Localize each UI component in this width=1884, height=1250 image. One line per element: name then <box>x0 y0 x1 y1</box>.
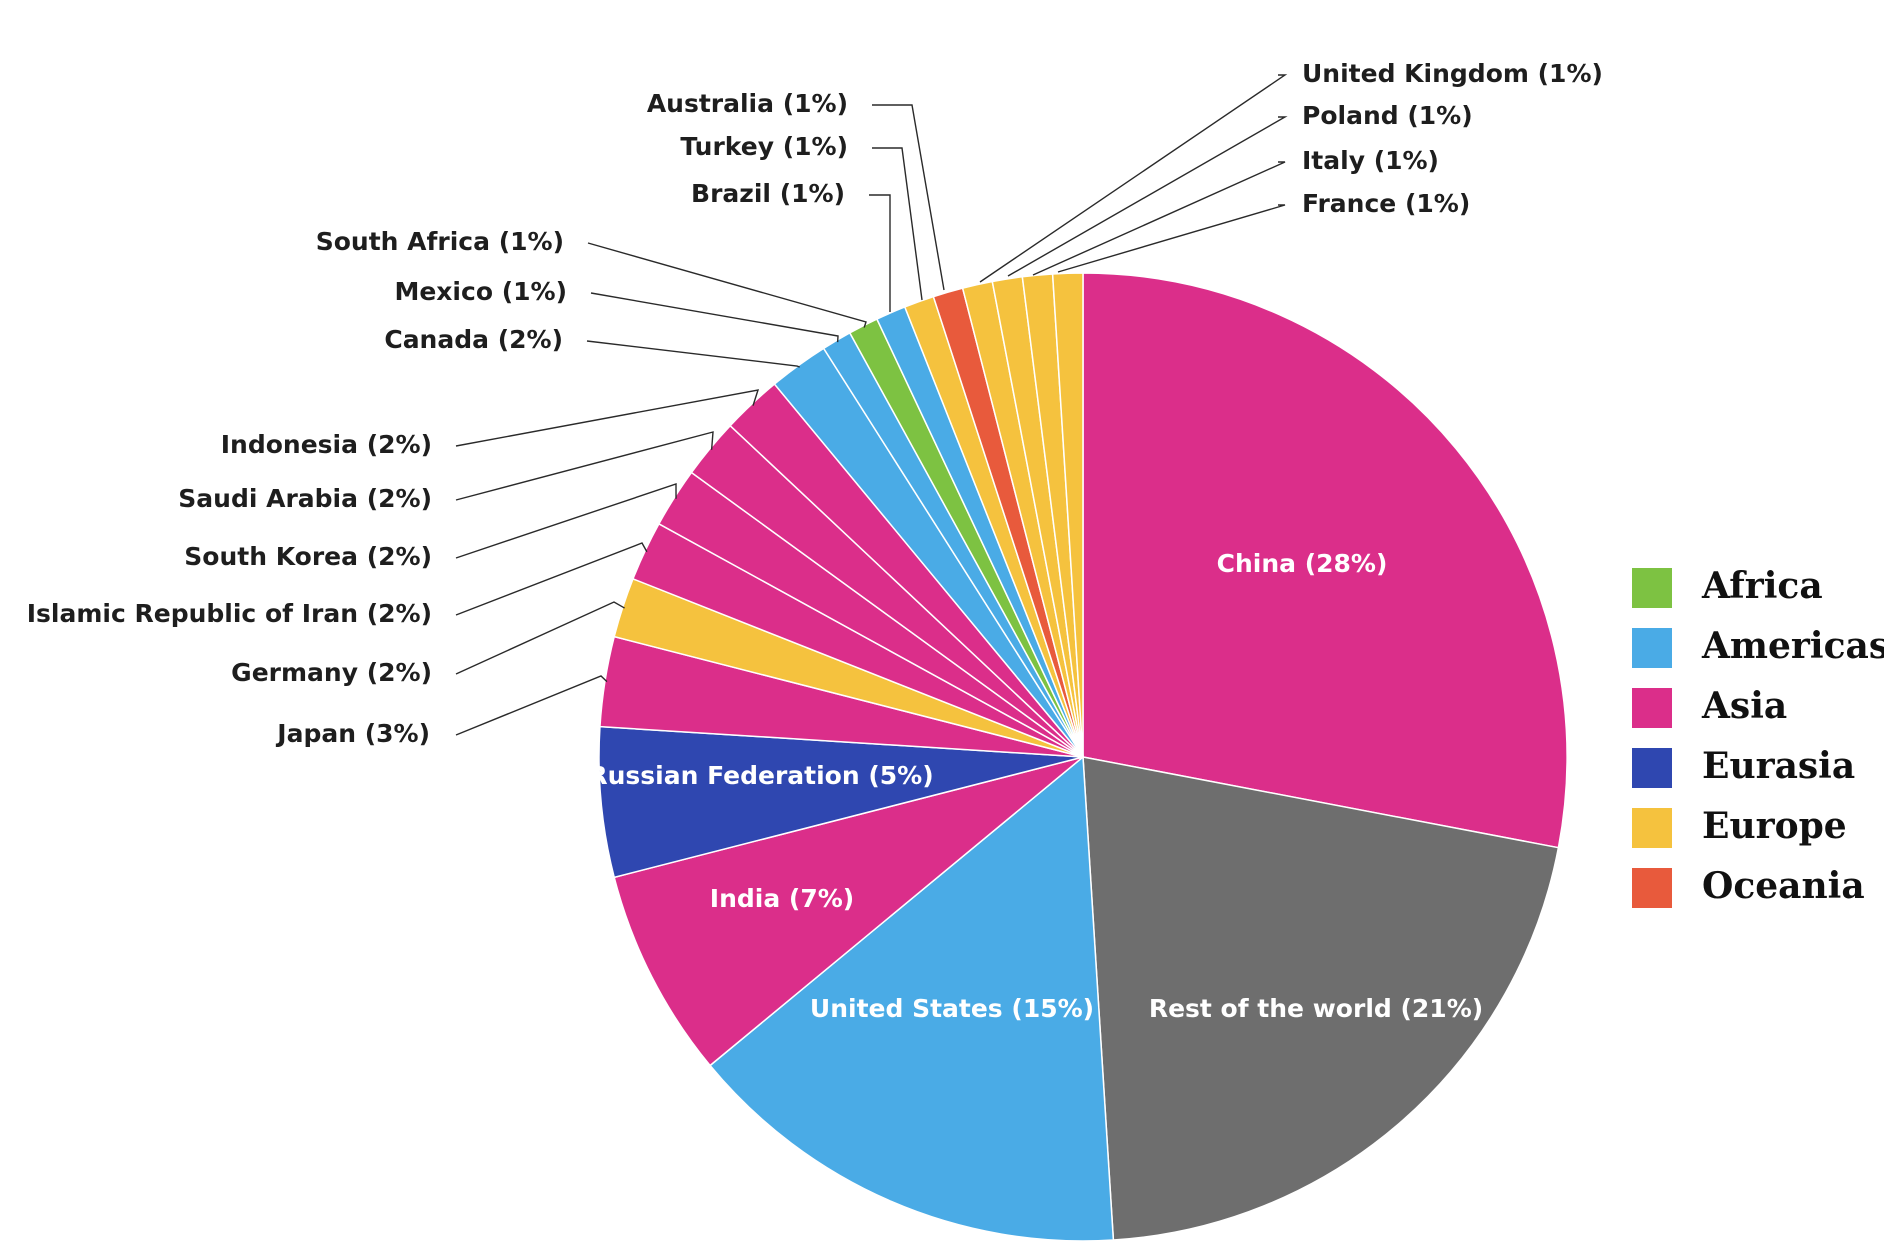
legend-swatch-americas <box>1632 628 1672 668</box>
slice-china <box>1082 272 1568 849</box>
legend-label-americas: Americas <box>1701 625 1884 667</box>
slice-label-india: India (7%) <box>710 884 854 913</box>
slice-label-mexico: Mexico (1%) <box>394 277 567 306</box>
leader-line-poland <box>1007 116 1288 277</box>
slice-label-south-korea: South Korea (2%) <box>184 542 432 571</box>
slice-label-united-states: United States (15%) <box>810 994 1094 1023</box>
leader-line-turkey <box>872 147 923 301</box>
slice-france <box>1051 272 1084 758</box>
leader-line-germany <box>455 601 625 675</box>
leader-line-south-africa <box>587 242 867 328</box>
leader-line-indonesia <box>455 389 760 447</box>
leader-line-brazil <box>869 194 891 312</box>
slice-label-italy: Italy (1%) <box>1302 146 1439 175</box>
slice-label-south-africa: South Africa (1%) <box>316 227 564 256</box>
legend-label-africa: Africa <box>1701 565 1823 607</box>
slice-label-saudi-arabia: Saudi Arabia (2%) <box>178 484 432 513</box>
leader-line-saudi-arabia <box>455 431 714 501</box>
slice-label-japan: Japan (3%) <box>275 719 430 748</box>
leader-line-united-kingdom <box>979 74 1288 283</box>
leader-line-canada <box>586 340 800 368</box>
legend-swatch-eurasia <box>1632 748 1672 788</box>
leader-line-france <box>1057 204 1286 273</box>
slice-label-china: China (28%) <box>1217 549 1388 578</box>
leader-lines-layer <box>455 74 1288 736</box>
leader-line-italy <box>1032 161 1286 276</box>
slice-label-canada: Canada (2%) <box>384 325 563 354</box>
legend-swatch-europe <box>1632 808 1672 848</box>
leader-line-japan <box>455 675 608 736</box>
legend-label-asia: Asia <box>1701 685 1787 727</box>
slice-label-germany: Germany (2%) <box>231 658 432 687</box>
slice-russian-federation <box>598 725 1084 879</box>
leader-line-australia <box>872 104 945 291</box>
slices-layer <box>598 272 1568 1242</box>
slice-rest-of-the-world <box>1082 756 1560 1241</box>
leader-line-islamic-republic-of-iran <box>455 542 648 616</box>
legend-label-oceania: Oceania <box>1702 865 1865 907</box>
slice-label-france: France (1%) <box>1302 189 1470 218</box>
slice-label-brazil: Brazil (1%) <box>691 179 845 208</box>
slice-label-poland: Poland (1%) <box>1302 101 1473 130</box>
legend: Africa Americas Asia Eurasia Europe Oceania <box>1632 565 1884 908</box>
slice-label-rest-of-the-world: Rest of the world (21%) <box>1149 994 1483 1023</box>
slice-label-united-kingdom: United Kingdom (1%) <box>1302 59 1603 88</box>
legend-label-eurasia: Eurasia <box>1702 745 1855 787</box>
legend-swatch-africa <box>1632 568 1672 608</box>
slice-united-states <box>709 755 1115 1242</box>
slice-label-indonesia: Indonesia (2%) <box>221 430 432 459</box>
slice-india <box>613 756 1084 1067</box>
slice-label-australia: Australia (1%) <box>647 89 848 118</box>
legend-swatch-oceania <box>1632 868 1672 908</box>
leader-line-mexico <box>590 292 839 343</box>
legend-swatch-asia <box>1632 688 1672 728</box>
legend-label-europe: Europe <box>1702 805 1847 847</box>
slice-label-russian-federation: Russian Federation (5%) <box>588 761 933 790</box>
labels-layer: China (28%) Rest of the world (21%) United… <box>27 59 1603 1023</box>
slice-label-islamic-republic-of-iran: Islamic Republic of Iran (2%) <box>27 599 432 628</box>
slice-label-turkey: Turkey (1%) <box>680 132 848 161</box>
leader-line-south-korea <box>455 483 677 559</box>
